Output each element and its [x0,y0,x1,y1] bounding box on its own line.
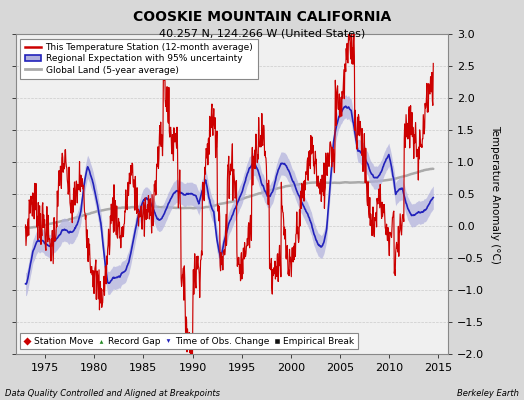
Y-axis label: Temperature Anomaly (°C): Temperature Anomaly (°C) [490,124,500,264]
Text: COOSKIE MOUNTAIN CALIFORNIA: COOSKIE MOUNTAIN CALIFORNIA [133,10,391,24]
Text: 40.257 N, 124.266 W (United States): 40.257 N, 124.266 W (United States) [159,28,365,38]
Legend: Station Move, Record Gap, Time of Obs. Change, Empirical Break: Station Move, Record Gap, Time of Obs. C… [20,333,358,350]
Text: Data Quality Controlled and Aligned at Breakpoints: Data Quality Controlled and Aligned at B… [5,389,220,398]
Text: Berkeley Earth: Berkeley Earth [457,389,519,398]
